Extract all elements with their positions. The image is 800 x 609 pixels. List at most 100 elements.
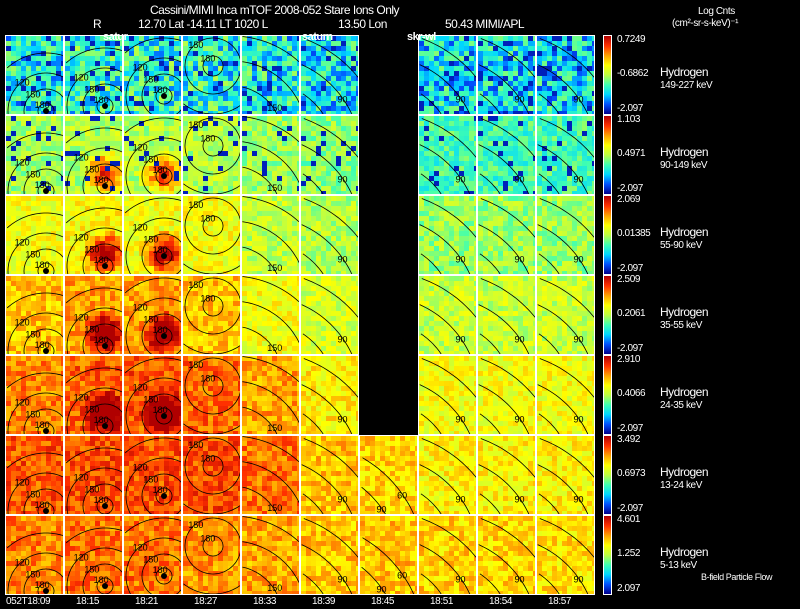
heatmap-cell <box>592 41 594 46</box>
heatmap-cell <box>144 106 149 111</box>
heatmap-cell <box>582 136 587 141</box>
contour-line <box>23 88 63 114</box>
heatmap-cell <box>297 206 299 211</box>
heatmap-cell <box>577 191 582 194</box>
heatmap-cell <box>198 251 203 256</box>
heatmap-cell <box>439 131 444 136</box>
heatmap-cell <box>336 186 341 191</box>
heatmap-cell <box>474 206 476 211</box>
heatmap-cell <box>129 111 134 114</box>
heatmap-cell <box>297 41 299 46</box>
heatmap-cell <box>282 51 287 56</box>
heatmap-cell <box>159 141 164 146</box>
heatmap-cell <box>105 141 110 146</box>
heatmap-cell <box>80 216 85 221</box>
heatmap-cell <box>577 111 582 114</box>
heatmap-cell <box>311 186 316 191</box>
heatmap-cell <box>513 121 518 126</box>
heatmap-cell <box>287 246 292 251</box>
heatmap-cell <box>346 56 351 61</box>
heatmap-cell <box>557 101 562 106</box>
heatmap-cell <box>218 191 223 194</box>
heatmap-cell <box>272 221 277 226</box>
heatmap-cell <box>252 101 257 106</box>
heatmap-cell <box>297 186 299 191</box>
heatmap-cell <box>208 61 213 66</box>
heatmap-cell <box>242 251 247 256</box>
heatmap-cell <box>46 151 51 156</box>
heatmap-cell <box>26 66 31 71</box>
heatmap-cell <box>454 51 459 56</box>
heatmap-cell <box>292 66 297 71</box>
heatmap-cell <box>213 136 218 141</box>
heatmap-cell <box>80 121 85 126</box>
heatmap-cell <box>478 101 483 106</box>
heatmap-cell <box>321 216 326 221</box>
heatmap-cell <box>513 61 518 66</box>
contour-line <box>242 221 299 264</box>
heatmap-cell <box>587 121 592 126</box>
heatmap-cell <box>454 181 459 186</box>
heatmap-cell <box>483 56 488 61</box>
contour-line <box>96 257 114 274</box>
heatmap-cell <box>469 56 474 61</box>
heatmap-cell <box>444 221 449 226</box>
heatmap-cell <box>282 206 287 211</box>
heatmap-cell <box>557 61 562 66</box>
heatmap-cell <box>503 181 508 186</box>
heatmap-cell <box>252 271 257 274</box>
heatmap-cell <box>90 261 95 266</box>
heatmap-cell <box>134 151 139 156</box>
heatmap-cell <box>459 226 464 231</box>
heatmap-cell <box>223 246 228 251</box>
heatmap-cell <box>65 196 70 201</box>
heatmap-cell <box>51 91 56 96</box>
heatmap-cell <box>464 111 469 114</box>
heatmap-cell <box>120 271 122 274</box>
heatmap-cell <box>449 96 454 101</box>
heatmap-cell <box>223 126 228 131</box>
heatmap-cell <box>105 166 110 171</box>
heatmap-cell <box>36 261 41 266</box>
heatmap-cell <box>110 166 115 171</box>
heatmap-cell <box>474 41 476 46</box>
heatmap-cell <box>6 256 11 261</box>
heatmap-cell <box>577 151 582 156</box>
heatmap-cell <box>311 161 316 166</box>
heatmap-cell <box>523 116 528 121</box>
heatmap-cell <box>139 61 144 66</box>
heatmap-cell <box>478 81 483 86</box>
heatmap-cell <box>424 191 429 194</box>
heatmap-cell <box>488 171 493 176</box>
heatmap-cell <box>61 81 63 86</box>
heatmap-cell <box>577 86 582 91</box>
heatmap-cell <box>134 216 139 221</box>
heatmap-cell <box>331 106 336 111</box>
heatmap-cell <box>80 126 85 131</box>
heatmap-cell <box>46 196 51 201</box>
heatmap-cell <box>562 121 567 126</box>
heatmap-cell <box>21 91 26 96</box>
heatmap-cell <box>61 101 63 106</box>
heatmap-cell <box>75 76 80 81</box>
contour-line <box>23 248 63 274</box>
heatmap-cell <box>16 171 21 176</box>
heatmap-cell <box>316 271 321 274</box>
heatmap-cell <box>100 126 105 131</box>
heatmap-cell <box>56 101 61 106</box>
heatmap-cell <box>242 91 247 96</box>
heatmap-cell <box>223 256 228 261</box>
heatmap-cell <box>183 51 188 56</box>
heatmap-cell <box>331 206 336 211</box>
heatmap-cell <box>134 91 139 96</box>
heatmap-cell <box>562 116 567 121</box>
heatmap-cell <box>287 126 292 131</box>
heatmap-cell <box>16 191 21 194</box>
heatmap-cell <box>449 86 454 91</box>
heatmap-cell <box>306 101 311 106</box>
heatmap-cell <box>351 51 356 56</box>
heatmap-cell <box>228 176 233 181</box>
heatmap-cell <box>233 81 238 86</box>
heatmap-cell <box>100 181 105 186</box>
heatmap-cell <box>208 176 213 181</box>
